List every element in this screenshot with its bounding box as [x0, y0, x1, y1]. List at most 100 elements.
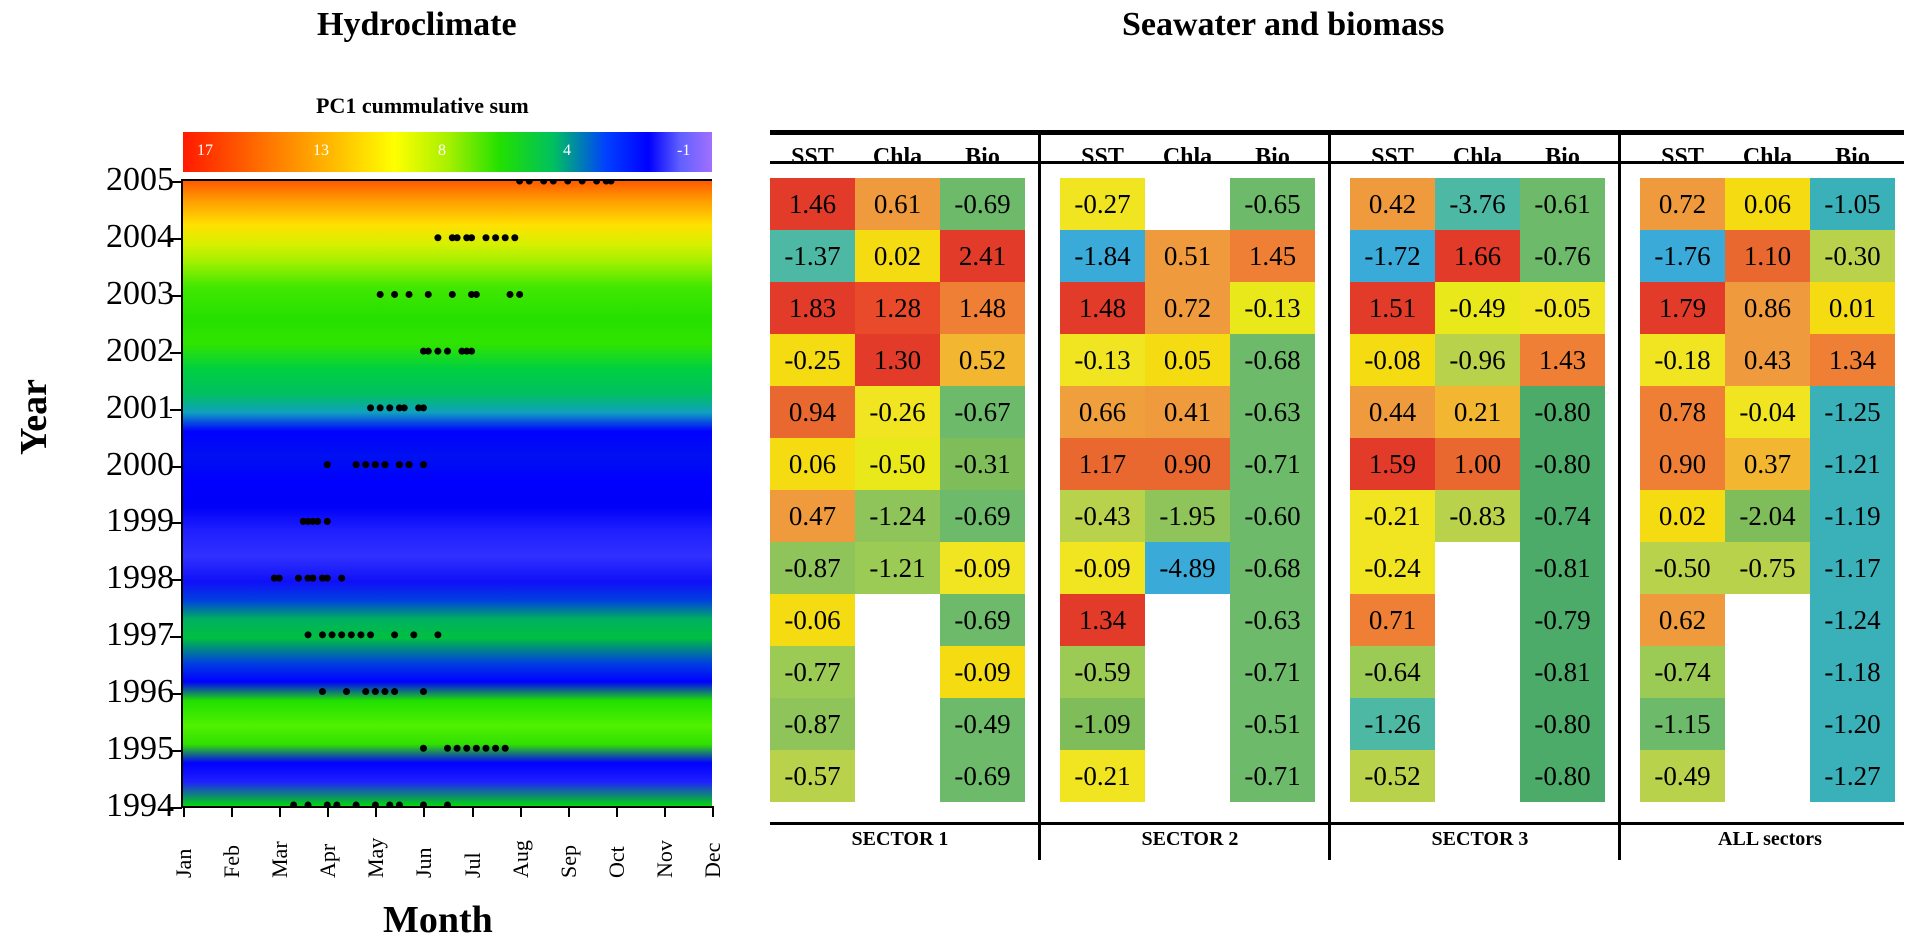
table-cell: -0.13	[1230, 282, 1315, 334]
table-cell: -0.80	[1520, 698, 1605, 750]
column-header: Chla	[872, 144, 923, 170]
table-cell: 1.59	[1350, 438, 1435, 490]
y-tick-mark	[170, 294, 182, 297]
event-dot	[395, 404, 403, 412]
table-cell: -0.18	[1640, 334, 1725, 386]
table-cell	[855, 646, 940, 698]
event-dot	[549, 181, 557, 185]
y-tick-label: 1997	[106, 616, 174, 654]
x-tick-label: Jun	[411, 847, 437, 878]
event-dot	[444, 744, 451, 752]
table-cell: 0.86	[1725, 282, 1810, 334]
event-dot	[501, 744, 509, 752]
table-cell: -0.79	[1520, 594, 1605, 646]
y-tick-label: 2004	[106, 217, 174, 255]
event-dot	[323, 801, 331, 807]
table-cell: -1.09	[1060, 698, 1145, 750]
table-cell: -0.87	[770, 698, 855, 750]
table-rule	[770, 130, 1904, 135]
x-tick-mark	[519, 807, 522, 817]
table-cell: 1.28	[855, 282, 940, 334]
x-tick-label: Apr	[315, 843, 341, 878]
event-dot	[381, 688, 389, 696]
table-cell: -0.67	[940, 386, 1025, 438]
event-dot	[391, 688, 399, 696]
sector-label: SECTOR 3	[1431, 828, 1529, 850]
event-dot	[593, 181, 601, 185]
table-cell: 0.71	[1350, 594, 1435, 646]
event-dot	[352, 801, 360, 807]
event-dot	[314, 517, 322, 525]
event-dot	[540, 181, 548, 185]
event-dot	[405, 461, 413, 469]
y-tick-label: 1994	[106, 787, 174, 824]
table-cell: -1.25	[1810, 386, 1895, 438]
event-dot	[395, 461, 403, 469]
table-cell: -0.43	[1060, 490, 1145, 542]
table-cell	[855, 750, 940, 802]
table-cell: 1.10	[1725, 230, 1810, 282]
table-cell: -0.76	[1520, 230, 1605, 282]
y-axis-line	[181, 179, 183, 808]
y-tick-label: 2005	[106, 161, 174, 198]
seawater-biomass-table: SST Chla Bio 1.46 0.61 -0.69 -1.37 0.02 2.41 1.83…	[770, 130, 1904, 860]
event-dot	[299, 517, 307, 525]
table-cell: 0.62	[1640, 594, 1725, 646]
sector-divider	[1328, 130, 1331, 860]
y-tick-mark	[170, 351, 182, 354]
table-cell: -1.20	[1810, 698, 1895, 750]
table-rule	[770, 161, 1904, 164]
event-dot	[448, 290, 456, 298]
column-header: Chla	[1742, 144, 1793, 170]
table-cell: -0.77	[770, 646, 855, 698]
table-cell: -0.06	[770, 594, 855, 646]
table-cell: -0.96	[1435, 334, 1520, 386]
table-cell: -0.24	[1350, 542, 1435, 594]
column-header: SST	[1371, 144, 1414, 170]
table-cell: 1.45	[1230, 230, 1315, 282]
event-dot	[472, 290, 480, 298]
table-cell: 0.01	[1810, 282, 1895, 334]
table-cell: 0.66	[1060, 386, 1145, 438]
table-cell: -0.49	[940, 698, 1025, 750]
x-tick-label: May	[363, 837, 389, 878]
event-dot	[391, 290, 399, 298]
table-cell: -0.09	[940, 646, 1025, 698]
table-cell: -0.50	[1640, 542, 1725, 594]
event-dot	[482, 234, 490, 242]
table-cell: -1.21	[855, 542, 940, 594]
table-cell: 0.78	[1640, 386, 1725, 438]
table-cell: -0.69	[940, 490, 1025, 542]
table-cell: 0.52	[940, 334, 1025, 386]
colorbar-tick: 4	[563, 142, 571, 159]
table-cell: 0.72	[1145, 282, 1230, 334]
table-cell: -0.60	[1230, 490, 1315, 542]
table-cell: -0.63	[1230, 386, 1315, 438]
table-cell: 0.43	[1725, 334, 1810, 386]
x-tick-mark	[567, 807, 570, 817]
event-dot	[386, 404, 394, 412]
table-cell: 1.66	[1435, 230, 1520, 282]
table-cell: 1.00	[1435, 438, 1520, 490]
table-cell: -1.17	[1810, 542, 1895, 594]
table-cell	[1435, 750, 1520, 802]
x-tick-label: Feb	[219, 845, 245, 878]
column-header: SST	[791, 144, 834, 170]
event-dot	[290, 801, 298, 807]
table-cell: -1.26	[1350, 698, 1435, 750]
hydroclimate-title: Hydroclimate	[317, 6, 517, 43]
event-dot	[309, 517, 317, 525]
x-tick-label: Nov	[651, 840, 677, 878]
event-dot	[458, 347, 466, 355]
table-cell: 1.17	[1060, 438, 1145, 490]
seawater-title: Seawater and biomass	[1122, 6, 1445, 43]
table-cell: 1.34	[1810, 334, 1895, 386]
event-dot	[318, 574, 326, 582]
table-cell: -0.59	[1060, 646, 1145, 698]
y-tick-mark	[170, 750, 182, 753]
sector-label: SECTOR 1	[851, 828, 949, 850]
column-header: Chla	[1162, 144, 1213, 170]
table-cell: -0.81	[1520, 542, 1605, 594]
table-cell: 2.41	[940, 230, 1025, 282]
event-dot	[463, 347, 471, 355]
